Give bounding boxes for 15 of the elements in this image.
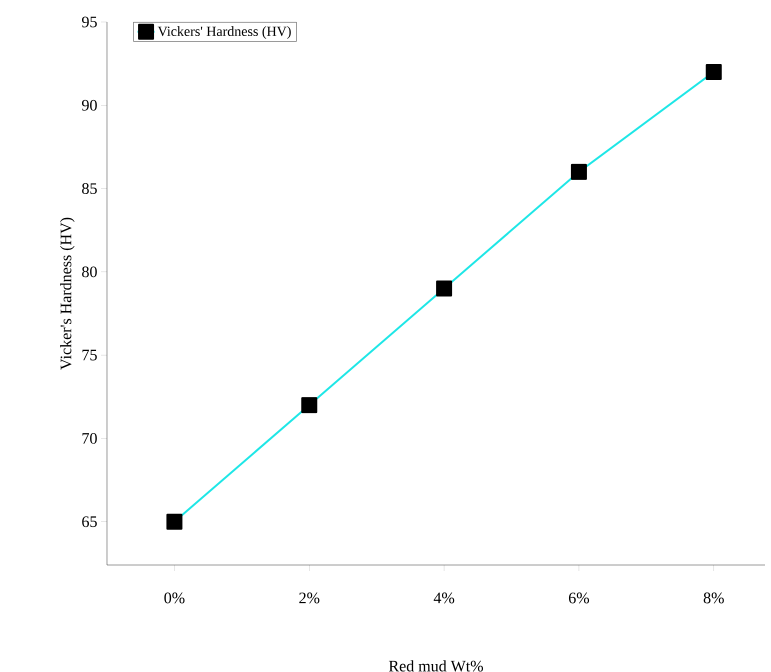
x-tick-label: 0% xyxy=(164,592,185,604)
y-tick-label: 90 xyxy=(82,100,97,111)
y-tick-label: 70 xyxy=(82,433,97,444)
y-tick-label: 75 xyxy=(82,350,97,360)
x-tick-label: 8% xyxy=(704,592,724,604)
y-tick-label: 95 xyxy=(82,16,97,28)
y-axis-title: Vicker's Hardness (HV) xyxy=(60,218,75,370)
x-tick-label: 2% xyxy=(299,592,320,604)
y-tick-label: 85 xyxy=(82,183,97,194)
x-tick-label: 4% xyxy=(434,592,454,604)
y-tick-label: 65 xyxy=(82,516,97,528)
legend-label: Vickers' Hardness (HV) xyxy=(158,26,291,39)
x-axis-title: Red mud Wt% xyxy=(388,660,484,672)
x-tick-label: 6% xyxy=(568,592,590,604)
y-tick-label: 80 xyxy=(82,266,97,278)
